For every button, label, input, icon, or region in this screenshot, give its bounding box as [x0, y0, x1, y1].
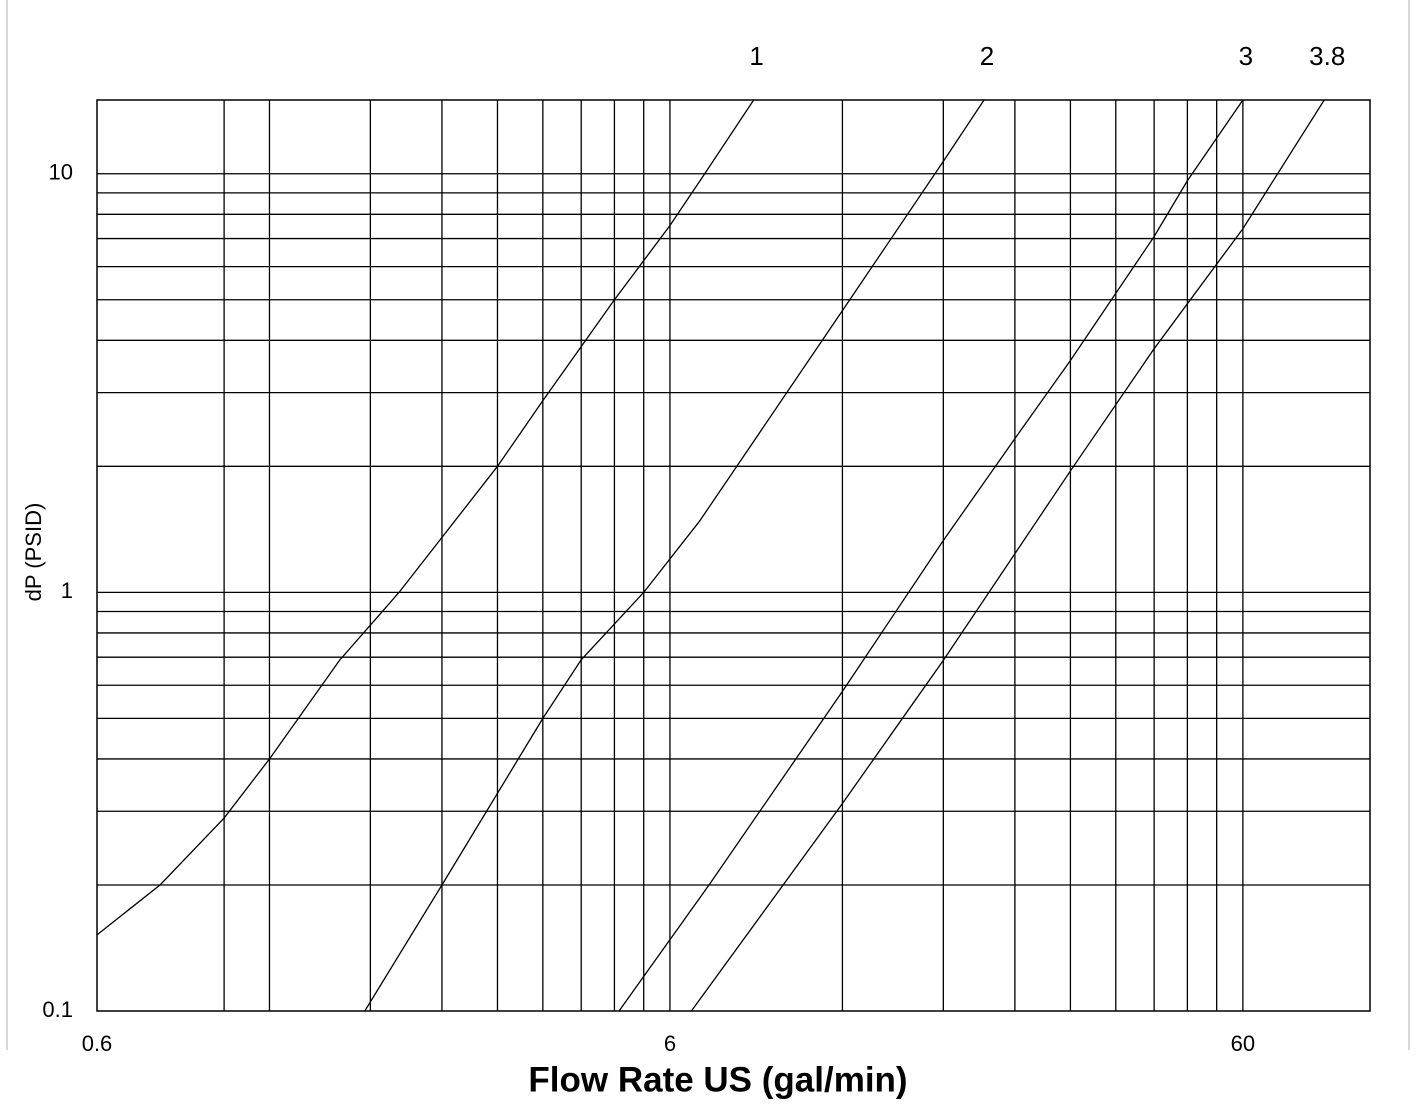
x-tick-label: 0.6 — [82, 1031, 113, 1056]
y-tick-label: 1 — [61, 578, 73, 603]
curve — [618, 99, 1244, 1012]
y-tick-label: 10 — [49, 160, 73, 185]
x-tick-label: 6 — [664, 1031, 676, 1056]
curve-label: 2 — [980, 41, 994, 71]
x-axis-label: Flow Rate US (gal/min) — [528, 1060, 907, 1099]
y-axis-label: dP (PSID) — [21, 503, 46, 602]
curve-label: 3 — [1239, 41, 1253, 71]
curve — [96, 99, 755, 936]
y-tick-label: 0.1 — [42, 997, 73, 1022]
curve — [690, 99, 1325, 1012]
curve-label: 3.8 — [1309, 41, 1345, 71]
curve-label: 1 — [749, 41, 763, 71]
plot-frame — [96, 99, 1371, 1012]
curve — [364, 99, 985, 1012]
x-tick-label: 60 — [1231, 1031, 1255, 1056]
